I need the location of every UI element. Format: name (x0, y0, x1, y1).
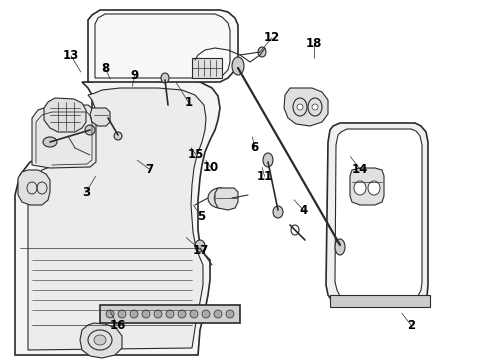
Polygon shape (215, 188, 238, 210)
Ellipse shape (94, 335, 106, 345)
Ellipse shape (273, 206, 283, 218)
Text: 18: 18 (305, 37, 322, 50)
Text: 12: 12 (264, 31, 280, 44)
Text: 13: 13 (63, 49, 79, 62)
Polygon shape (28, 88, 206, 350)
Text: 10: 10 (202, 161, 219, 174)
Text: 8: 8 (101, 62, 109, 75)
Polygon shape (44, 98, 86, 132)
Text: 9: 9 (131, 69, 139, 82)
Ellipse shape (85, 125, 95, 135)
Ellipse shape (214, 193, 226, 203)
Text: 3: 3 (82, 186, 90, 199)
Ellipse shape (368, 181, 380, 195)
Text: 11: 11 (256, 170, 273, 183)
Ellipse shape (130, 310, 138, 318)
Ellipse shape (202, 310, 210, 318)
Ellipse shape (354, 181, 366, 195)
Bar (192, 58, 222, 78)
Polygon shape (32, 105, 96, 168)
Ellipse shape (232, 57, 244, 75)
Polygon shape (88, 10, 238, 82)
Ellipse shape (214, 310, 222, 318)
Ellipse shape (106, 310, 114, 318)
Text: 14: 14 (352, 163, 368, 176)
Ellipse shape (161, 73, 169, 83)
Ellipse shape (297, 104, 303, 110)
Ellipse shape (114, 132, 122, 140)
Text: 17: 17 (193, 244, 209, 257)
Ellipse shape (312, 104, 318, 110)
Ellipse shape (208, 188, 232, 208)
Ellipse shape (154, 310, 162, 318)
Text: 15: 15 (188, 148, 204, 161)
Ellipse shape (335, 239, 345, 255)
Text: 4: 4 (300, 204, 308, 217)
Ellipse shape (263, 153, 273, 167)
Polygon shape (18, 170, 50, 205)
Ellipse shape (166, 310, 174, 318)
Text: 6: 6 (251, 141, 259, 154)
Polygon shape (326, 123, 428, 306)
Text: 2: 2 (408, 319, 416, 332)
Polygon shape (15, 76, 220, 355)
Ellipse shape (195, 240, 205, 252)
Ellipse shape (258, 47, 266, 57)
Ellipse shape (118, 310, 126, 318)
Polygon shape (335, 129, 422, 298)
Ellipse shape (43, 137, 57, 147)
Polygon shape (90, 108, 110, 126)
Ellipse shape (178, 310, 186, 318)
Polygon shape (350, 168, 384, 205)
Text: 5: 5 (197, 210, 205, 222)
Polygon shape (80, 323, 122, 358)
Polygon shape (284, 88, 328, 126)
Ellipse shape (142, 310, 150, 318)
Ellipse shape (190, 310, 198, 318)
Text: 16: 16 (109, 319, 126, 332)
Bar (330, 295, 430, 307)
Ellipse shape (226, 310, 234, 318)
Text: 7: 7 (146, 163, 153, 176)
Bar (100, 305, 240, 323)
Text: 1: 1 (185, 96, 193, 109)
